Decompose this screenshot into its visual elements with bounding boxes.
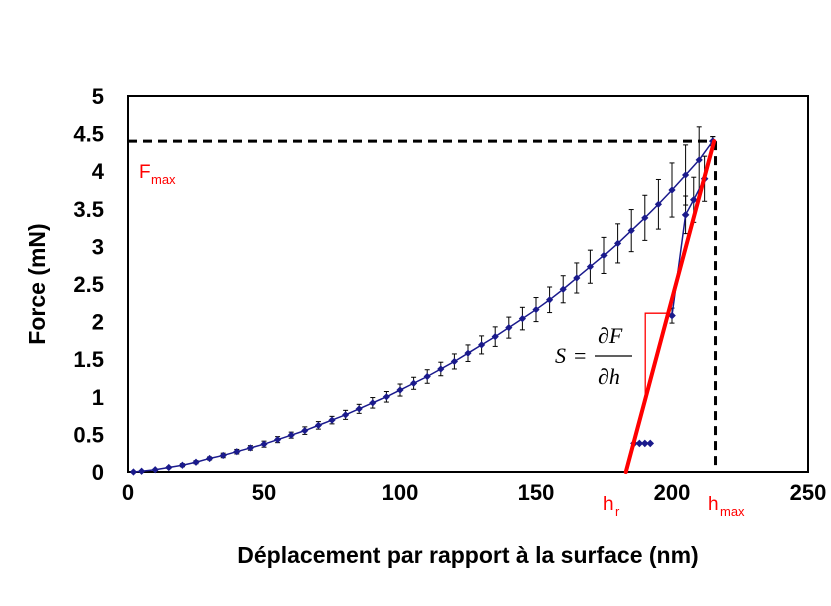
x-tick-label: 50 — [252, 480, 276, 505]
loading-point — [518, 314, 526, 323]
loading-point — [654, 200, 662, 208]
y-tick-label: 3 — [92, 234, 104, 259]
loading-point — [464, 349, 472, 357]
x-tick-label: 200 — [654, 480, 691, 505]
hr-label: h r — [603, 494, 620, 519]
loading-point — [641, 214, 649, 222]
bottom-point — [635, 439, 644, 448]
hr-label-sub: r — [615, 504, 620, 519]
fmax-label-sub: max — [151, 172, 176, 187]
loading-point — [328, 416, 336, 424]
formula-equals: = — [574, 343, 586, 368]
loading-curve-line — [133, 140, 714, 473]
stiffness-triangle-path — [644, 312, 669, 400]
y-tick-label: 0.5 — [73, 422, 104, 447]
loading-point — [178, 461, 186, 469]
loading-point — [355, 405, 363, 413]
loading-point — [165, 463, 173, 472]
loading-point — [274, 436, 282, 444]
y-tick-label: 2 — [92, 310, 104, 335]
y-tick-label: 2.5 — [73, 272, 104, 297]
hmax-label-main: h — [708, 494, 719, 515]
loading-point — [369, 399, 377, 407]
y-tick-label: 0 — [92, 460, 104, 485]
plot-frame — [127, 95, 809, 473]
loading-point — [627, 227, 635, 235]
loading-point — [287, 431, 295, 439]
loading-point — [478, 341, 486, 349]
formula-numerator: ∂F — [598, 323, 623, 348]
loading-point — [573, 274, 581, 282]
y-tick-label: 5 — [92, 84, 104, 109]
loading-point — [682, 171, 690, 179]
loading-point — [314, 421, 322, 429]
bottom-point — [641, 439, 649, 448]
unloading-point — [668, 311, 676, 320]
loading-point — [491, 333, 499, 341]
loading-point — [450, 357, 458, 366]
loading-point — [559, 285, 567, 293]
loading-point — [586, 263, 594, 271]
y-tick-label: 3.5 — [73, 197, 104, 222]
loading-point — [614, 239, 622, 247]
stiffness-formula: S = ∂F ∂h — [555, 323, 632, 389]
hr-label-main: h — [603, 494, 614, 515]
error-bars — [130, 126, 716, 474]
stiffness-triangle — [644, 312, 669, 400]
loading-point — [668, 186, 676, 194]
loading-point — [695, 156, 703, 164]
x-tick-label: 100 — [382, 480, 419, 505]
unloading-point — [689, 195, 698, 204]
loading-point — [219, 451, 227, 460]
loading-point — [437, 365, 445, 373]
loading-point — [532, 305, 540, 314]
loading-point — [600, 251, 608, 260]
unloading-point — [681, 211, 690, 219]
formula-lhs: S — [555, 343, 566, 368]
y-axis-title: Force (mN) — [24, 223, 50, 344]
loading-point — [260, 440, 268, 448]
data-series — [129, 137, 717, 476]
y-tick-label: 4.5 — [73, 122, 104, 147]
loading-point — [192, 458, 200, 466]
x-tick-label: 150 — [518, 480, 555, 505]
loading-point — [138, 467, 146, 475]
hmax-label-sub: max — [720, 504, 745, 519]
fmax-label-main: F — [139, 162, 151, 183]
loading-point — [233, 448, 241, 456]
x-tick-labels: 0 50 100 150 200 250 — [122, 480, 826, 505]
hmax-label: h max — [708, 494, 745, 519]
y-tick-label: 4 — [92, 159, 105, 184]
loading-point — [546, 296, 554, 304]
loading-point — [342, 411, 350, 419]
y-tick-label: 1.5 — [73, 347, 104, 372]
y-tick-label: 1 — [92, 385, 104, 410]
fmax-label: F max — [139, 162, 176, 187]
formula-denominator: ∂h — [598, 364, 620, 389]
loading-point — [423, 372, 431, 381]
x-tick-label: 0 — [122, 480, 134, 505]
tangent-line-group — [623, 139, 717, 474]
guide-lines — [128, 139, 718, 472]
loading-point — [505, 324, 513, 332]
loading-point — [246, 444, 254, 452]
loading-point — [151, 466, 159, 474]
loading-point — [206, 454, 214, 463]
y-tick-labels: 0 0.5 1 1.5 2 2.5 3 3.5 4 4.5 5 — [73, 84, 104, 485]
loading-point — [410, 379, 418, 387]
x-tick-label: 250 — [790, 480, 827, 505]
loading-point — [301, 427, 309, 435]
bottom-point — [646, 439, 655, 448]
x-axis-title: Déplacement par rapport à la surface (nm… — [237, 542, 698, 568]
loading-point — [382, 393, 390, 401]
loading-point — [396, 386, 404, 394]
tangent-line — [623, 139, 717, 474]
loading-point — [129, 468, 138, 476]
